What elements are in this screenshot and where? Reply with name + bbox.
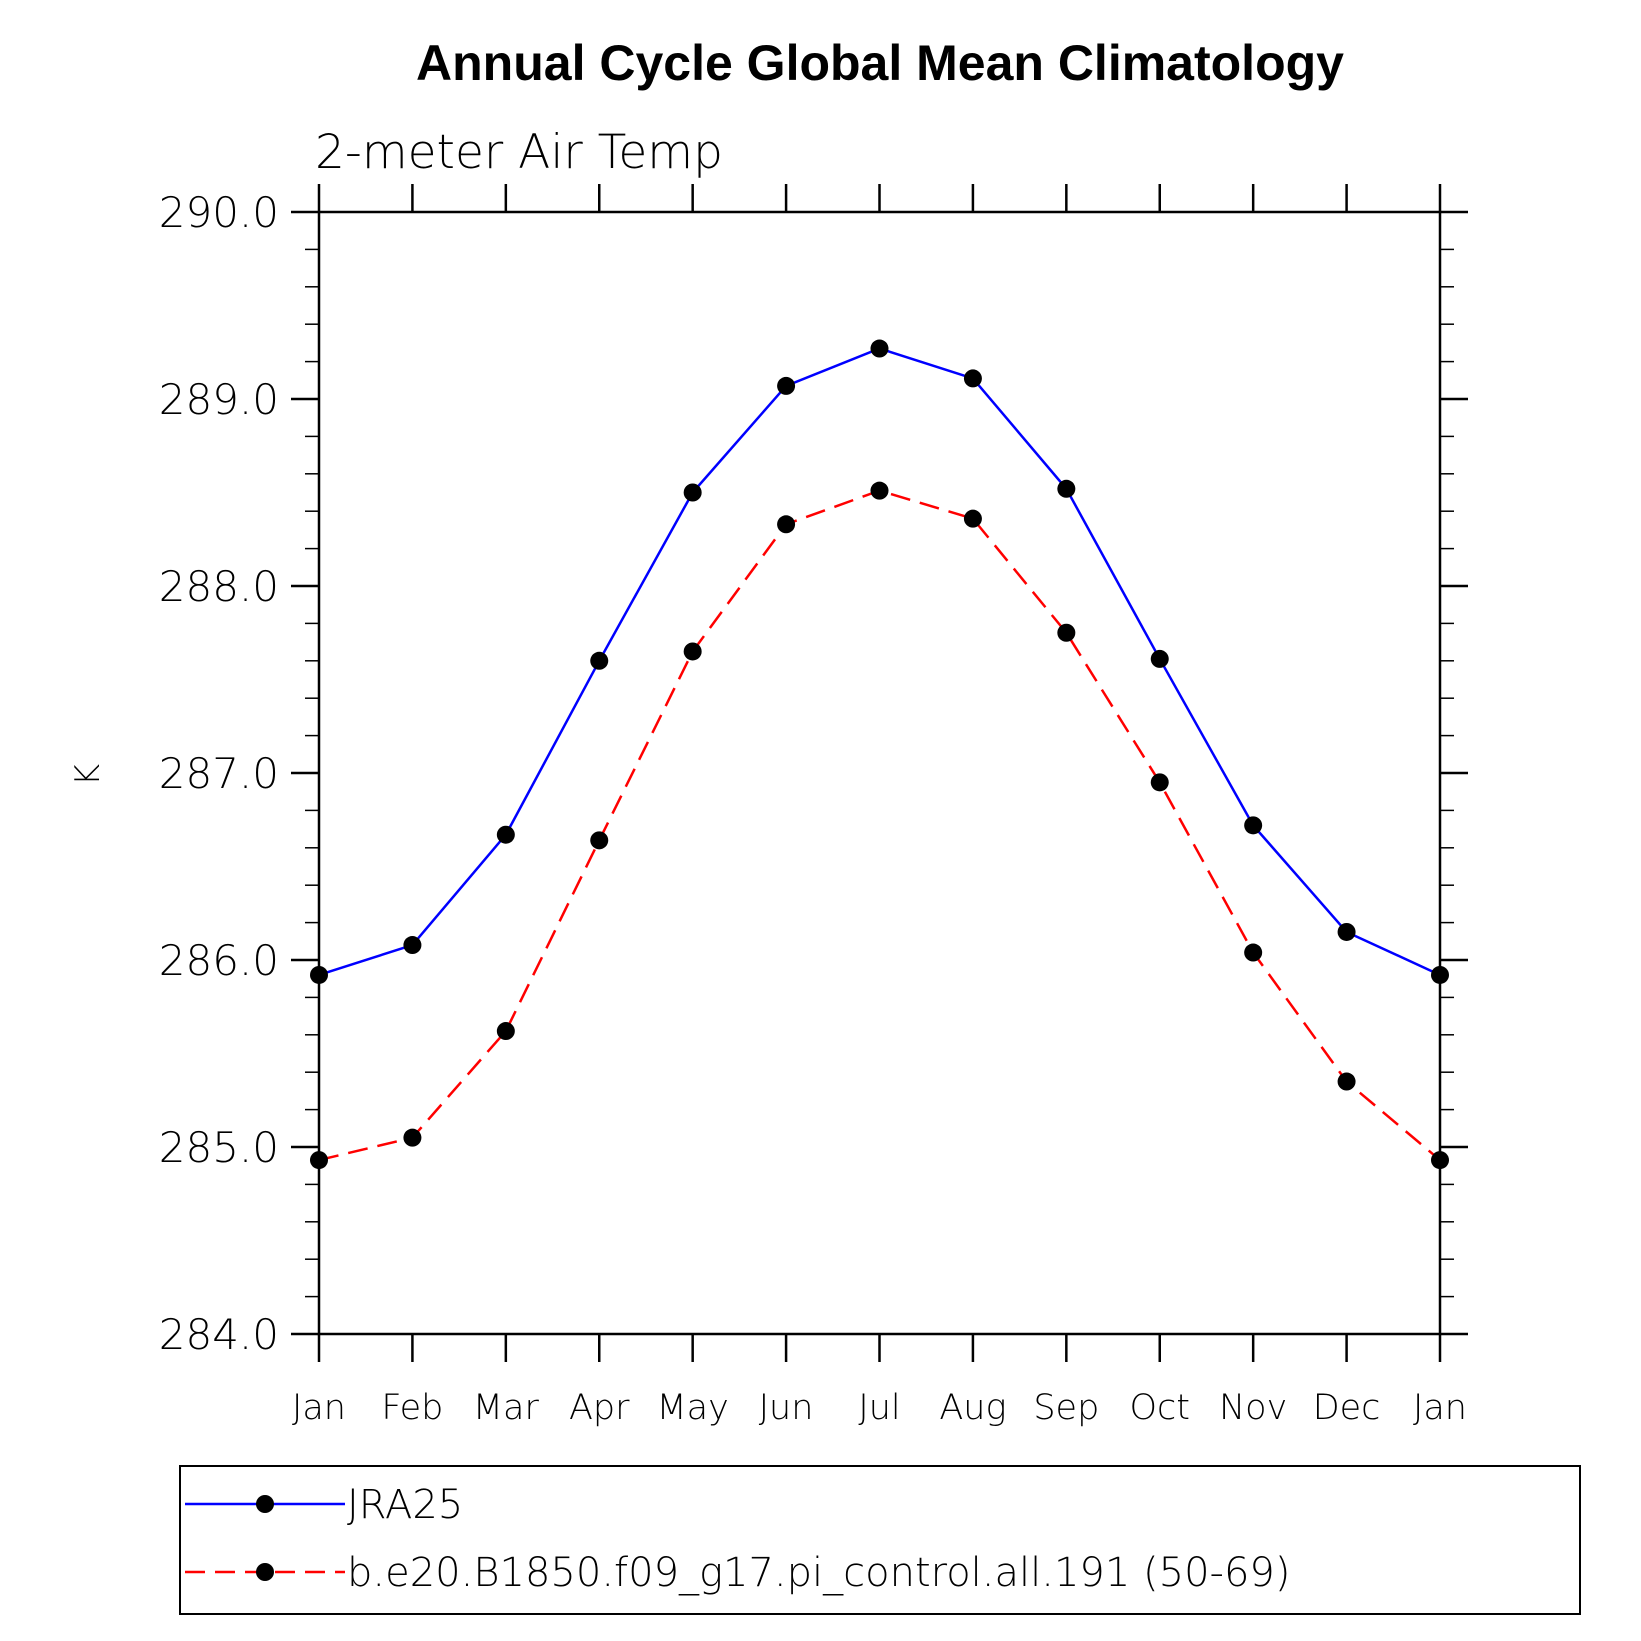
x-tick-label: Feb	[381, 1388, 443, 1428]
data-point-s0-8	[1057, 479, 1076, 498]
data-point-s0-12	[1431, 965, 1449, 984]
data-point-s1-10	[1244, 943, 1263, 962]
plot-frame	[317, 210, 1442, 1336]
y-tick-label: 290.0	[159, 188, 279, 237]
data-point-s1-8	[1057, 623, 1076, 642]
y-tick-label: 284.0	[159, 1310, 279, 1359]
x-tick-label: Dec	[1313, 1388, 1381, 1428]
x-tick-label: Jun	[759, 1388, 814, 1428]
legend-label-jra25: JRA25	[347, 1482, 463, 1528]
y-axis-label: K	[68, 764, 108, 786]
data-point-s1-6	[870, 481, 889, 500]
series-layer	[310, 339, 1449, 1170]
legend-entry-jra25: JRA25	[185, 1482, 463, 1528]
legend-marker-jra25	[256, 1495, 274, 1513]
data-point-s1-3	[590, 831, 609, 850]
data-point-s0-5	[777, 376, 796, 395]
data-point-s0-7	[963, 369, 982, 388]
chart-title: Annual Cycle Global Mean Climatology	[416, 35, 1344, 91]
x-tick-label: Mar	[473, 1388, 540, 1428]
data-point-s1-12	[1431, 1151, 1449, 1170]
data-point-s0-2	[496, 825, 515, 844]
x-tick-label: Oct	[1129, 1388, 1190, 1428]
data-point-s1-0	[310, 1151, 328, 1170]
data-point-s1-11	[1337, 1072, 1356, 1091]
data-point-s1-4	[683, 642, 702, 661]
data-point-s0-10	[1244, 816, 1263, 835]
data-point-s1-5	[777, 515, 796, 534]
data-point-s0-6	[870, 339, 889, 358]
y-tick-label: 286.0	[159, 936, 279, 985]
y-tick-label: 287.0	[159, 749, 279, 798]
legend-label-model: b.e20.B1850.f09_g17.pi_control.all.191 (…	[347, 1550, 1290, 1596]
data-point-s1-9	[1150, 773, 1169, 792]
data-point-s0-0	[310, 965, 328, 984]
chart-subtitle: 2-meter Air Temp	[315, 125, 723, 180]
data-point-s0-3	[590, 651, 609, 670]
y-tick-label: 289.0	[159, 375, 279, 424]
legend-entry-model: b.e20.B1850.f09_g17.pi_control.all.191 (…	[185, 1550, 1290, 1596]
data-point-s0-1	[403, 936, 422, 955]
x-tick-label: May	[656, 1388, 728, 1428]
x-tick-label: Sep	[1033, 1388, 1099, 1428]
data-point-s0-11	[1337, 922, 1356, 941]
y-tick-label: 288.0	[159, 562, 279, 611]
x-tick-label: Nov	[1219, 1388, 1287, 1428]
x-tick-label: Jul	[858, 1388, 900, 1428]
axes: 284.0 285.0 286.0 287.0 288.0 289.0 290.0 Jan Fe…	[159, 184, 1468, 1428]
legend-marker-model	[256, 1563, 274, 1581]
series-line-0	[318, 347, 1441, 977]
data-point-s0-9	[1150, 649, 1169, 668]
data-point-s1-1	[403, 1128, 422, 1147]
x-tick-label: Jan	[292, 1388, 346, 1428]
legend-box	[179, 1465, 1581, 1615]
legend: JRA25 b.e20.B1850.f09_g17.pi_control.all…	[179, 1465, 1581, 1615]
x-tick-label: Apr	[569, 1388, 630, 1428]
data-point-s1-7	[963, 509, 982, 528]
series-line-1	[318, 489, 1441, 1162]
x-tick-label: Jan	[1413, 1388, 1467, 1428]
data-point-s0-4	[683, 483, 702, 502]
x-tick-label: Aug	[939, 1388, 1006, 1428]
y-tick-label: 285.0	[159, 1123, 279, 1172]
data-point-s1-2	[496, 1022, 515, 1041]
